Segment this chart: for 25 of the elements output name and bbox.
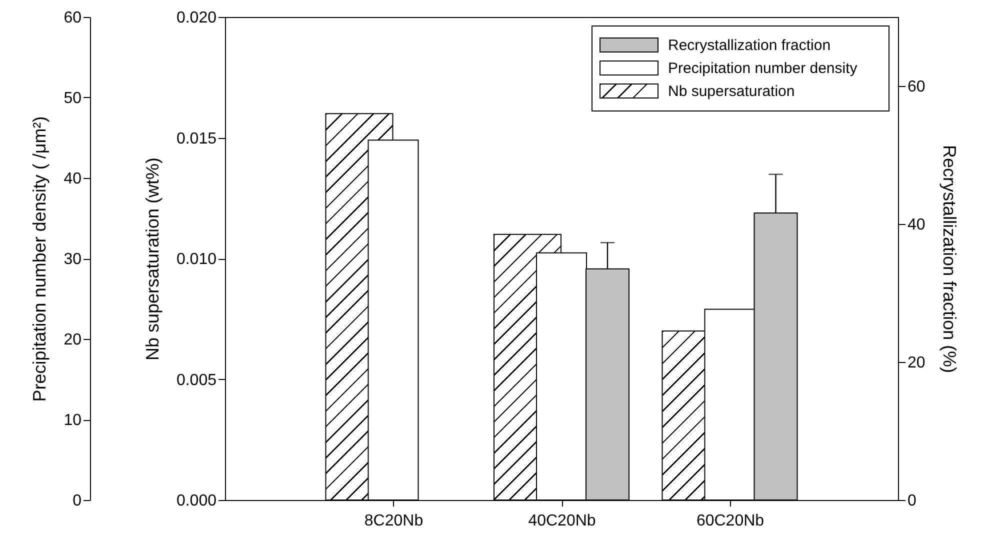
y2-tick-label: 40 xyxy=(908,216,926,234)
legend-label: Recrystallization fraction xyxy=(668,37,831,54)
y-tick-label: 0.005 xyxy=(176,372,217,389)
x-tick-label: 8C20Nb xyxy=(364,512,424,530)
y3-tick-label: 30 xyxy=(64,251,82,268)
y-axis-title: Nb supersaturation (wt%) xyxy=(142,157,162,361)
y-tick-label: 0.010 xyxy=(176,251,217,268)
y2-tick-label: 0 xyxy=(908,492,916,510)
y-tick-label: 0.015 xyxy=(176,130,217,148)
y3-tick-label: 10 xyxy=(64,412,82,429)
y2-axis-title: Recrystallization fraction (%) xyxy=(939,144,960,374)
y2-tick-label: 20 xyxy=(908,354,926,372)
x-tick-label: 60C20Nb xyxy=(696,512,764,530)
y2-tick-label: 60 xyxy=(908,78,926,96)
legend-label: Precipitation number density xyxy=(668,60,858,77)
y-tick-label: 0.000 xyxy=(176,492,217,510)
x-tick-label: 40C20Nb xyxy=(528,512,596,530)
y3-axis-title: Precipitation number density ( /μm²) xyxy=(30,116,50,402)
legend-label: Nb supersaturation xyxy=(668,83,795,100)
y3-tick-label: 60 xyxy=(64,10,82,26)
y3-tick-label: 20 xyxy=(64,332,82,348)
y3-tick-label: 50 xyxy=(64,90,82,107)
y-tick-label: 0.020 xyxy=(176,10,217,26)
y3-tick-label: 40 xyxy=(64,170,82,188)
y3-tick-label: 0 xyxy=(72,492,82,510)
